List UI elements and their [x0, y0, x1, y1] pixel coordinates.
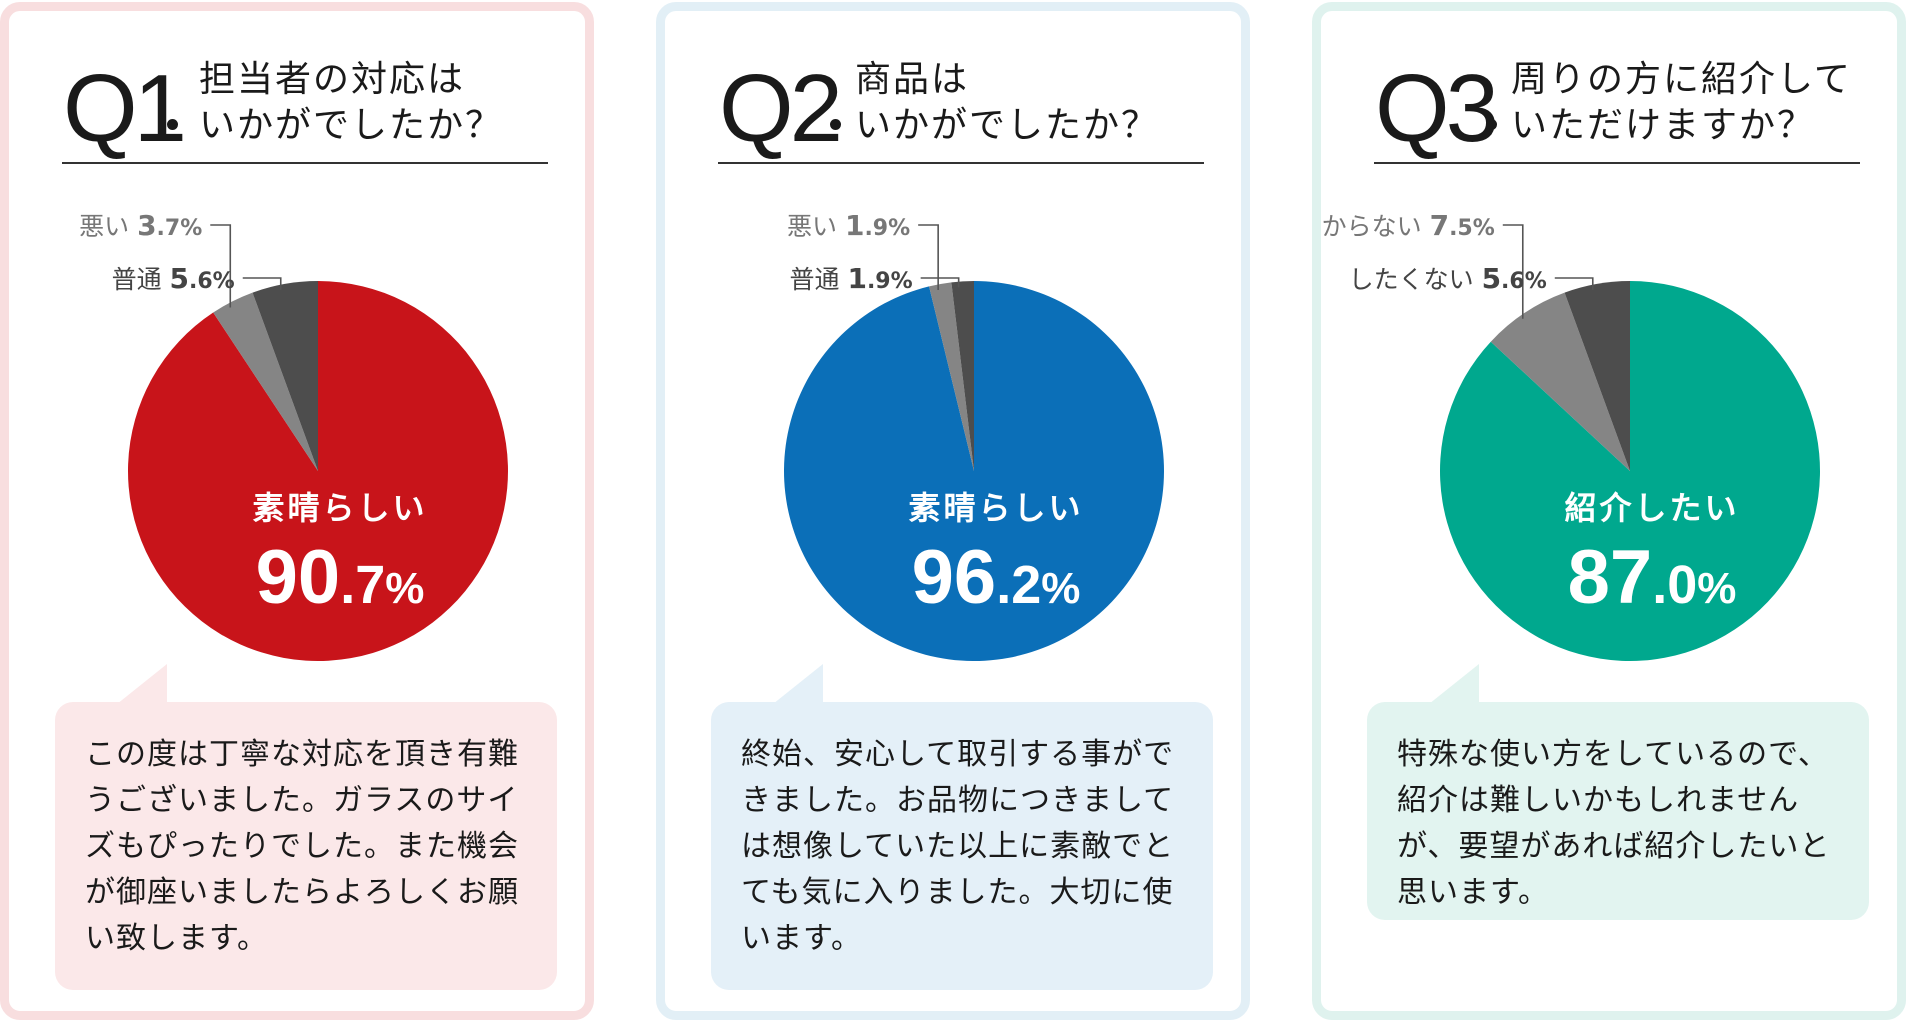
callout-line [210, 224, 232, 308]
customer-comment-text: 終始、安心して取引する事ができました。お品物につきましては想像していた以上に素敵… [741, 737, 1175, 956]
slice-callout-label: 分からない 7.5% [1321, 209, 1495, 242]
main-slice-label: 紹介したい [1564, 489, 1739, 527]
main-slice-value: 87.0% [1568, 535, 1737, 620]
customer-comment-text: この度は丁寧な対応を頂き有難うございました。ガラスのサイズもぴったりでした。また… [85, 737, 519, 956]
speech-bubble-tail [117, 664, 167, 704]
callout-line [1554, 277, 1594, 290]
question-number-dot [167, 119, 178, 130]
pie-slice-1 [1564, 281, 1630, 471]
customer-comment: この度は丁寧な対応を頂き有難うございました。ガラスのサイズもぴったりでした。また… [55, 702, 557, 990]
question-number: Q1 [63, 55, 187, 162]
pie-slice-2 [1490, 292, 1630, 471]
survey-card-q2: Q2 商品は いかがでしたか？ 素晴らしい 96.2% 悪い 1.9% 普通 1.9%… [656, 2, 1250, 1020]
main-slice-label: 素晴らしい [908, 489, 1083, 527]
slice-callout-label: 普通 1.9% [790, 262, 913, 295]
customer-comment-text: 特殊な使い方をしているので、紹介は難しいかもしれませんが、要望があれば紹介したい… [1397, 737, 1831, 910]
question-divider [1374, 162, 1860, 164]
main-slice-label: 素晴らしい [252, 489, 427, 527]
question-number-dot [1486, 119, 1497, 130]
pie-slice-main [1440, 281, 1820, 661]
question-number: Q2 [719, 55, 843, 162]
main-slice-value: 90.7% [256, 535, 425, 620]
slice-callout-label: したくない 5.6% [1349, 262, 1547, 295]
pie-chart: 紹介したい 87.0% 分からない 7.5% したくない 5.6% [1321, 209, 1820, 661]
question-divider [62, 162, 548, 164]
pie-chart: 素晴らしい 96.2% 悪い 1.9% 普通 1.9% [784, 209, 1165, 661]
customer-comment: 終始、安心して取引する事ができました。お品物につきましては想像していた以上に素敵… [711, 702, 1213, 990]
callout-line [920, 277, 960, 288]
slice-callout-label: 悪い 3.7% [79, 209, 202, 242]
survey-card-q3: Q3 周りの方に紹介して いただけますか？ 紹介したい 87.0% 分からない 7.… [1312, 2, 1906, 1020]
question-number: Q3 [1375, 55, 1499, 162]
pie-slice-main [784, 281, 1165, 661]
question-divider [718, 162, 1204, 164]
question-number-dot [830, 119, 841, 130]
speech-bubble-tail [1429, 664, 1479, 704]
pie-chart: 素晴らしい 90.7% 悪い 3.7% 普通 5.6% [79, 209, 509, 661]
pie-slice-2 [929, 282, 974, 471]
pie-slice-1 [252, 281, 318, 471]
question-text: 担当者の対応は いかがでしたか？ [199, 59, 504, 146]
callout-line [918, 224, 939, 291]
callout-line [1502, 224, 1524, 319]
customer-comment: 特殊な使い方をしているので、紹介は難しいかもしれませんが、要望があれば紹介したい… [1367, 702, 1869, 920]
callout-line [242, 277, 282, 290]
question-text: 商品は いかがでしたか？ [855, 59, 1160, 146]
slice-callout-label: 普通 5.6% [112, 262, 235, 295]
slice-callout-label: 悪い 1.9% [787, 209, 910, 242]
question-text: 周りの方に紹介して いただけますか？ [1511, 59, 1852, 146]
main-slice-value: 96.2% [912, 535, 1081, 620]
pie-slice-1 [951, 281, 974, 471]
pie-slice-2 [213, 292, 318, 471]
survey-card-q1: Q1 担当者の対応は いかがでしたか？ 素晴らしい 90.7% 悪い 3.7% 普通 … [0, 2, 594, 1020]
speech-bubble-tail [773, 664, 823, 704]
